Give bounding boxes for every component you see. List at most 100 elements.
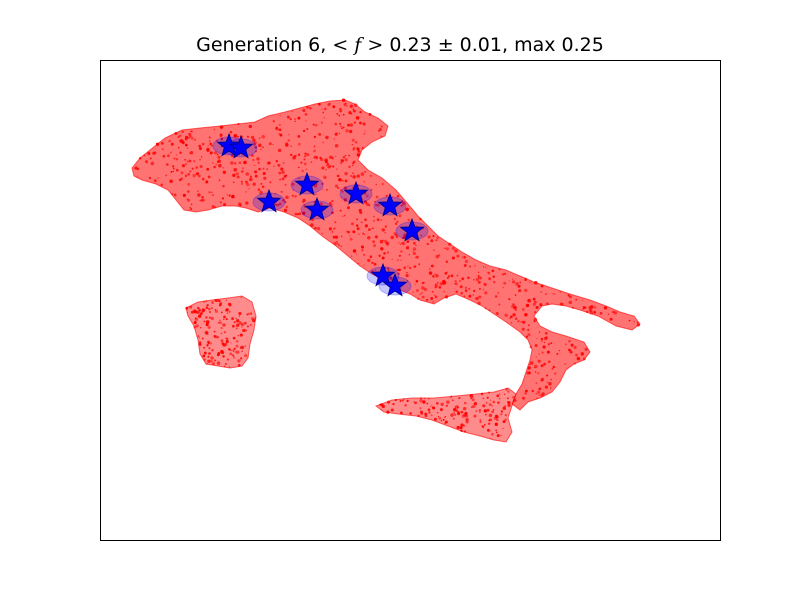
population-point	[199, 147, 202, 151]
population-point	[329, 155, 333, 159]
population-point	[431, 406, 436, 410]
population-point	[545, 302, 549, 306]
population-point	[199, 158, 201, 161]
title-prefix: Generation 6,	[196, 34, 333, 56]
population-point	[321, 166, 325, 170]
population-point	[275, 159, 279, 163]
population-point	[179, 151, 182, 154]
population-point	[351, 143, 353, 146]
population-point	[313, 149, 316, 153]
population-point	[205, 316, 208, 319]
population-point	[450, 413, 454, 417]
population-point	[337, 186, 340, 189]
population-point	[233, 134, 238, 138]
population-point	[534, 280, 538, 285]
population-point	[510, 321, 513, 324]
population-point	[277, 148, 282, 153]
population-point	[426, 242, 429, 246]
population-point	[190, 208, 193, 211]
population-point	[238, 321, 242, 325]
region-mainland	[131, 99, 641, 411]
population-point	[218, 179, 221, 182]
population-point	[496, 418, 499, 422]
population-point	[468, 287, 471, 290]
population-point	[542, 345, 546, 349]
population-point	[186, 311, 189, 314]
station-star	[256, 188, 282, 213]
population-point	[475, 277, 480, 282]
population-point	[437, 281, 439, 284]
population-point	[197, 335, 200, 337]
population-point	[225, 299, 228, 302]
population-point	[310, 223, 314, 227]
population-point	[349, 123, 353, 127]
population-point	[358, 184, 360, 187]
population-point	[319, 202, 323, 206]
population-point	[365, 194, 369, 198]
population-point	[497, 401, 500, 404]
population-point	[339, 209, 342, 212]
population-point	[360, 245, 365, 249]
population-point	[259, 190, 263, 195]
population-point	[436, 236, 439, 240]
population-point	[224, 342, 228, 347]
population-point	[315, 193, 317, 195]
population-point	[331, 211, 334, 215]
population-point	[353, 121, 356, 124]
population-point	[234, 162, 237, 165]
population-point	[344, 102, 347, 105]
population-point	[241, 323, 245, 326]
population-point	[337, 242, 339, 245]
population-point	[203, 351, 207, 355]
population-point	[277, 163, 281, 167]
population-point	[430, 297, 434, 300]
population-point	[461, 256, 463, 258]
title-mean-symbol: < f >	[332, 34, 384, 56]
population-point	[460, 423, 464, 427]
population-point	[582, 357, 586, 361]
population-point	[541, 351, 544, 354]
population-point	[282, 199, 285, 202]
population-point	[334, 221, 337, 224]
population-point	[340, 235, 343, 238]
population-point	[209, 342, 213, 345]
population-point	[527, 298, 531, 303]
population-point	[406, 271, 408, 274]
population-point	[240, 180, 243, 183]
population-point	[196, 310, 200, 314]
population-point	[541, 392, 545, 396]
population-point	[522, 396, 525, 400]
population-point	[420, 410, 423, 413]
population-point	[336, 112, 339, 115]
population-point	[185, 306, 189, 310]
population-point	[554, 372, 557, 375]
population-point	[367, 235, 371, 240]
population-point	[136, 167, 140, 171]
population-point	[453, 407, 457, 412]
population-point	[324, 158, 328, 162]
population-point	[546, 381, 549, 383]
population-point	[415, 244, 417, 247]
population-point	[422, 400, 426, 404]
population-point	[199, 164, 203, 169]
population-point	[492, 275, 495, 278]
population-point	[394, 399, 397, 402]
population-point	[493, 280, 496, 284]
population-point	[364, 130, 366, 132]
population-point	[387, 269, 390, 272]
population-point	[181, 141, 185, 145]
population-point	[533, 364, 538, 369]
population-point	[356, 174, 360, 178]
population-point	[169, 179, 173, 183]
population-point	[400, 259, 402, 261]
population-point	[204, 330, 209, 335]
population-point	[359, 110, 362, 114]
population-point	[219, 302, 223, 306]
population-point	[459, 426, 463, 430]
population-point	[349, 129, 353, 134]
population-point	[221, 342, 225, 345]
population-point	[333, 241, 337, 246]
population-point	[297, 134, 301, 138]
population-point	[257, 188, 261, 192]
